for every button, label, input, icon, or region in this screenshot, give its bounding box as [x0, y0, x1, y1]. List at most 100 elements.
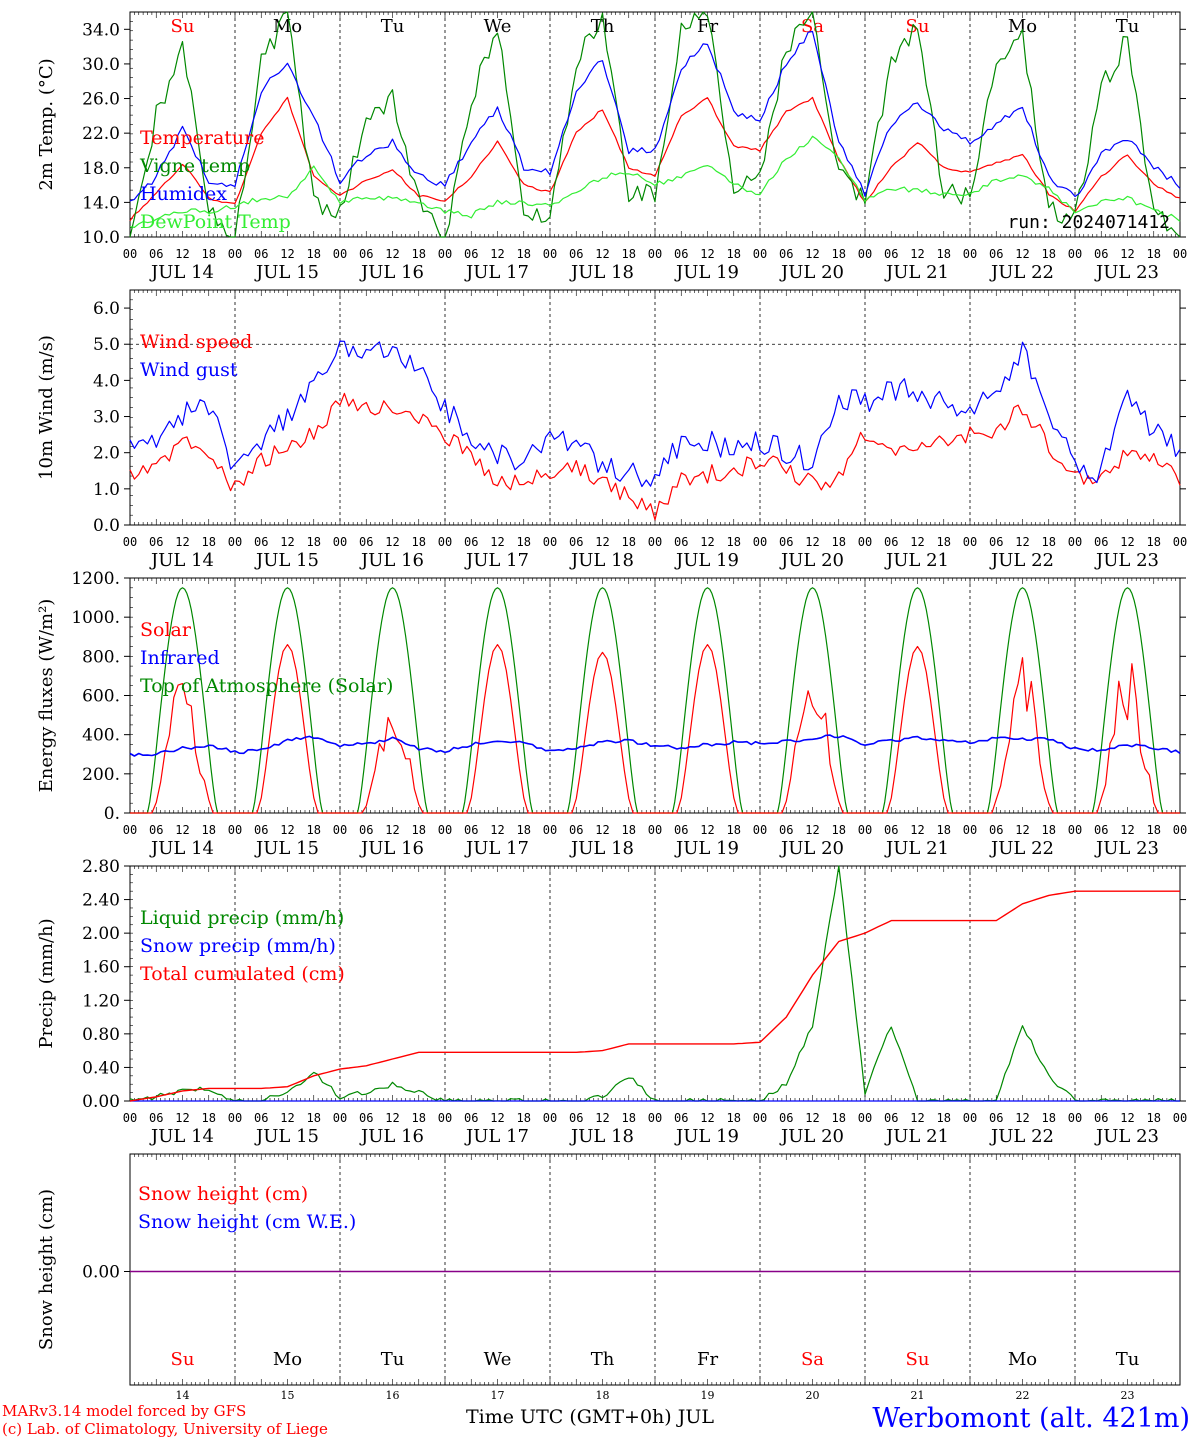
weekday-label: Tu [381, 1349, 405, 1370]
day-label: JUL 17 [464, 550, 529, 571]
hour-tick-label: 06 [884, 1111, 898, 1125]
y-tick-label: 1.20 [82, 991, 120, 1011]
weekday-label: Tu [1116, 16, 1140, 37]
hour-tick-label: 00 [648, 823, 662, 837]
hour-tick-label: 06 [1094, 823, 1108, 837]
hour-tick-label: 12 [490, 247, 504, 261]
hour-tick-label: 00 [858, 1111, 872, 1125]
hour-tick-label: 12 [280, 823, 294, 837]
y-tick-label: 0.00 [82, 1092, 120, 1112]
y-tick-label: 600. [82, 687, 120, 707]
day-number-label: 20 [806, 1389, 820, 1402]
hour-tick-label: 12 [910, 1111, 924, 1125]
series-line-humidex [129, 30, 1181, 202]
hour-tick-label: 06 [359, 535, 373, 549]
hour-tick-label: 18 [1042, 1111, 1056, 1125]
day-label: JUL 15 [254, 1126, 319, 1147]
hour-tick-label: 12 [175, 823, 189, 837]
hour-tick-label: 00 [228, 1111, 242, 1125]
hour-tick-label: 00 [753, 823, 767, 837]
hour-tick-label: 18 [202, 247, 216, 261]
hour-tick-label: 18 [1147, 823, 1161, 837]
day-label: JUL 16 [359, 262, 424, 283]
hour-tick-label: 00 [648, 1111, 662, 1125]
hour-tick-label: 06 [779, 1111, 793, 1125]
hour-tick-label: 00 [1173, 823, 1187, 837]
hour-tick-label: 12 [805, 1111, 819, 1125]
hour-tick-label: 00 [228, 823, 242, 837]
panel-energy: 0. 200. 400. 600. 800. 1000. 1200. Energy fluxe… [36, 569, 1187, 859]
day-label: JUL 16 [359, 838, 424, 859]
hour-tick-label: 06 [779, 535, 793, 549]
plot-frame [129, 11, 1181, 238]
panel-wind: 0.0 1.0 2.0 3.0 4.0 5.0 6.0 10m Wind (m/s) 00 06 1… [36, 289, 1187, 571]
hour-tick-label: 06 [884, 823, 898, 837]
legend-entry: Snow height (cm W.E.) [138, 1211, 356, 1233]
hour-tick-label: 00 [648, 535, 662, 549]
day-label: JUL 14 [149, 1126, 214, 1147]
hour-tick-label: 00 [1173, 247, 1187, 261]
hour-tick-label: 18 [412, 1111, 426, 1125]
day-label: JUL 19 [674, 550, 739, 571]
credit-line: (c) Lab. of Climatology, University of L… [2, 1420, 328, 1438]
hour-tick-label: 00 [333, 823, 347, 837]
y-tick-label: 10.0 [82, 228, 120, 248]
hour-tick-label: 00 [963, 1111, 977, 1125]
hour-tick-label: 18 [412, 247, 426, 261]
panel-temp: 10.0 14.0 18.0 22.0 26.0 30.0 34.0 2m Temp. (°C… [36, 11, 1187, 283]
hour-tick-label: 06 [149, 247, 163, 261]
series-line-total-cumulated-cm- [129, 890, 1180, 1102]
hour-tick-label: 06 [779, 823, 793, 837]
day-label: JUL 23 [1094, 838, 1159, 859]
y-tick-label: 30.0 [82, 55, 120, 75]
y-tick-label: 26.0 [82, 90, 120, 110]
day-label: JUL 15 [254, 262, 319, 283]
hour-tick-label: 00 [333, 247, 347, 261]
hour-tick-label: 00 [963, 535, 977, 549]
hour-tick-label: 12 [1120, 1111, 1134, 1125]
day-label: JUL 19 [674, 262, 739, 283]
hour-tick-label: 06 [884, 247, 898, 261]
weekday-label: Fr [697, 16, 718, 37]
hour-tick-label: 12 [700, 1111, 714, 1125]
credit-line: MARv3.14 model forced by GFS [2, 1402, 246, 1420]
hour-tick-label: 18 [832, 823, 846, 837]
y-tick-label: 1.60 [82, 958, 120, 978]
hour-tick-label: 06 [779, 247, 793, 261]
hour-tick-label: 12 [700, 823, 714, 837]
hour-tick-label: 06 [1094, 247, 1108, 261]
hour-tick-label: 18 [937, 247, 951, 261]
hour-tick-label: 12 [1015, 1111, 1029, 1125]
footer: MARv3.14 model forced by GFS(c) Lab. of … [2, 1402, 1190, 1438]
hour-tick-label: 18 [1147, 1111, 1161, 1125]
hour-tick-label: 18 [307, 535, 321, 549]
hour-tick-label: 06 [1094, 535, 1108, 549]
hour-tick-label: 00 [438, 535, 452, 549]
hour-tick-label: 00 [333, 535, 347, 549]
hour-tick-label: 00 [438, 247, 452, 261]
hour-tick-label: 18 [517, 1111, 531, 1125]
hour-tick-label: 06 [569, 247, 583, 261]
hour-tick-label: 00 [963, 247, 977, 261]
hour-tick-label: 18 [937, 1111, 951, 1125]
hour-tick-label: 00 [123, 535, 137, 549]
y-tick-label: 200. [82, 765, 120, 785]
hour-tick-label: 06 [359, 1111, 373, 1125]
y-tick-label: 2.80 [82, 857, 120, 877]
hour-tick-label: 06 [674, 535, 688, 549]
y-tick-label: 1200. [71, 569, 120, 589]
hour-tick-label: 18 [1042, 247, 1056, 261]
legend-entry: Total cumulated (cm) [140, 963, 345, 985]
day-label: JUL 17 [464, 1126, 529, 1147]
series-line-infrared [129, 734, 1181, 757]
hour-tick-label: 12 [490, 535, 504, 549]
hour-tick-label: 18 [412, 823, 426, 837]
hour-tick-label: 00 [543, 535, 557, 549]
hour-tick-label: 00 [858, 823, 872, 837]
hour-tick-label: 00 [543, 247, 557, 261]
day-label: JUL 21 [884, 550, 949, 571]
hour-tick-label: 06 [884, 535, 898, 549]
weekday-label: Su [171, 1349, 195, 1370]
y-tick-label: 1.0 [93, 480, 120, 500]
hour-tick-label: 18 [622, 247, 636, 261]
